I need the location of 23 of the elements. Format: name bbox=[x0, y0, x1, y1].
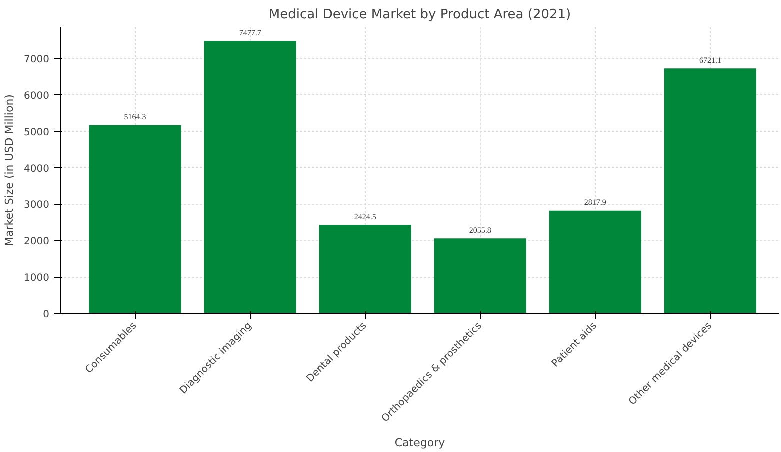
data-label: 6721.1 bbox=[699, 56, 722, 65]
data-label: 7477.7 bbox=[239, 28, 262, 38]
chart-title: Medical Device Market by Product Area (2021) bbox=[268, 8, 572, 22]
data-label: 2424.5 bbox=[354, 212, 376, 222]
y-tick-label: 6000 bbox=[24, 90, 50, 102]
x-axis-title: Category bbox=[394, 436, 446, 450]
y-tick-label: 3000 bbox=[24, 200, 50, 212]
bar bbox=[319, 225, 412, 314]
bar bbox=[89, 125, 182, 314]
data-label: 2817.9 bbox=[584, 198, 606, 208]
bar bbox=[664, 68, 756, 314]
bar bbox=[204, 41, 296, 314]
y-tick-label: 2000 bbox=[24, 236, 50, 248]
data-label: 2055.8 bbox=[469, 226, 492, 235]
bar bbox=[549, 210, 642, 314]
y-tick-label: 4000 bbox=[24, 164, 50, 175]
bar bbox=[434, 238, 526, 314]
data-label: 5164.3 bbox=[124, 112, 146, 122]
y-tick-label: 5000 bbox=[24, 127, 50, 138]
y-tick-label: 7000 bbox=[24, 54, 50, 66]
y-tick-label: 1000 bbox=[24, 273, 50, 284]
y-axis-title: Market Size (in USD Million) bbox=[3, 94, 16, 246]
y-tick-label: 0 bbox=[43, 310, 50, 320]
